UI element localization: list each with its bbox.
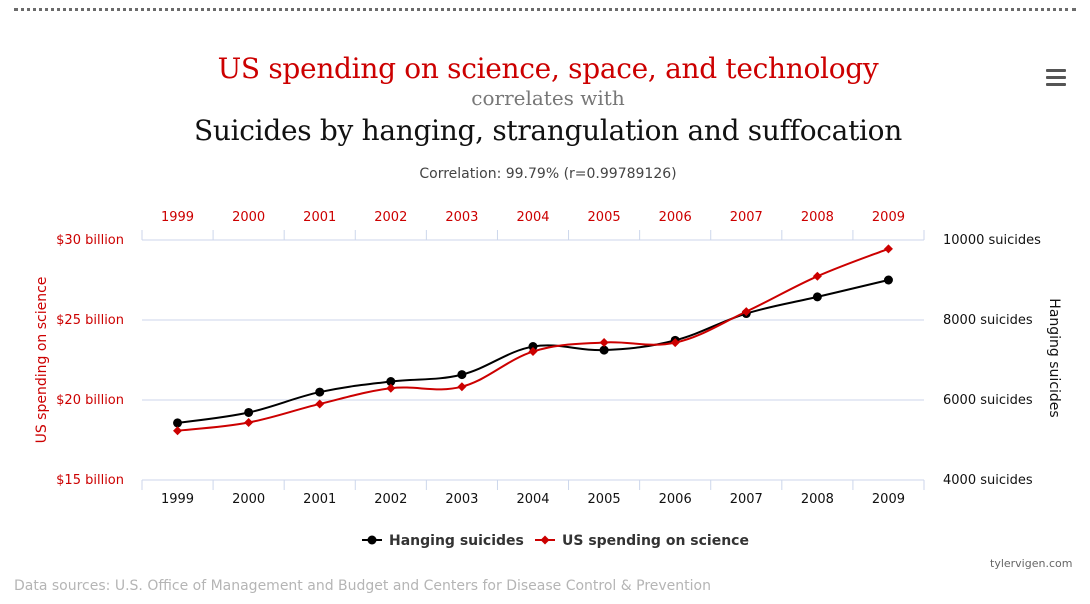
us-spending-series-line <box>177 247 889 432</box>
correlation-subtitle: Correlation: 99.79% (r=0.99789126) <box>419 166 677 182</box>
chart-title-connector: correlates with <box>471 86 625 110</box>
hamburger-icon-bar <box>1046 76 1066 79</box>
top-x-tick-label: 2000 <box>232 210 265 225</box>
hanging-suicides-point <box>528 342 538 352</box>
hamburger-icon <box>1046 69 1066 72</box>
legend-us-spending-marker <box>540 535 550 545</box>
bottom-x-tick-label: 2003 <box>445 492 478 507</box>
left-y-axis-title: US spending on science <box>34 277 50 444</box>
top-dotted-border <box>14 8 1076 11</box>
chart-menu-button[interactable] <box>1040 66 1072 90</box>
us-spending-point <box>386 383 396 393</box>
us-spending-point <box>173 426 183 436</box>
left-y-tick-label: $30 billion <box>56 233 124 248</box>
right-y-tick-label: 4000 suicides <box>943 473 1033 488</box>
hanging-suicides-point <box>457 370 467 380</box>
top-x-tick-label: 2005 <box>588 210 621 225</box>
bottom-x-tick-label: 1999 <box>161 492 194 507</box>
hanging-suicides-point <box>173 418 183 428</box>
chart-title-primary: US spending on science, space, and techn… <box>217 52 879 85</box>
top-x-tick-label: 2009 <box>872 210 905 225</box>
top-x-tick-label: 2007 <box>730 210 763 225</box>
us-spending-point <box>812 271 822 281</box>
left-y-tick-label: $20 billion <box>56 393 124 408</box>
left-y-tick-label: $15 billion <box>56 473 124 488</box>
top-x-tick-label: 2006 <box>659 210 692 225</box>
chart-title-secondary: Suicides by hanging, strangulation and s… <box>194 114 902 147</box>
hanging-suicides-point <box>244 407 254 417</box>
hanging-suicides-point <box>315 387 325 397</box>
us-spending-point <box>670 338 680 348</box>
data-sources-footer: Data sources: U.S. Office of Management … <box>14 578 711 594</box>
bottom-x-tick-label: 2001 <box>303 492 336 507</box>
top-x-tick-label: 2004 <box>516 210 549 225</box>
bottom-x-tick-label: 2007 <box>730 492 763 507</box>
us-spending-point <box>528 347 538 357</box>
us-spending-point <box>244 417 254 427</box>
bottom-x-tick-label: 2009 <box>872 492 905 507</box>
us-spending-point <box>741 307 751 317</box>
top-x-tick-label: 2008 <box>801 210 834 225</box>
hanging-suicides-point <box>812 292 822 302</box>
top-x-tick-label: 2002 <box>374 210 407 225</box>
hanging-suicides-point <box>883 275 893 285</box>
us-spending-point <box>883 244 893 254</box>
hamburger-icon-bar <box>1046 83 1066 86</box>
bottom-x-tick-label: 2002 <box>374 492 407 507</box>
top-x-tick-label: 2001 <box>303 210 336 225</box>
right-y-tick-label: 10000 suicides <box>943 233 1041 248</box>
hanging-suicides-point <box>386 377 396 387</box>
bottom-x-tick-label: 2005 <box>588 492 621 507</box>
legend-us-spending-label: US spending on science <box>562 533 749 549</box>
us-spending-point <box>457 382 467 392</box>
hanging-suicides-point <box>599 345 609 355</box>
legend-hanging-suicides-marker <box>367 535 377 545</box>
bottom-x-tick-label: 2004 <box>516 492 549 507</box>
right-y-tick-label: 6000 suicides <box>943 393 1033 408</box>
right-y-axis-title: Hanging suicides <box>1046 298 1062 417</box>
bottom-x-tick-label: 2000 <box>232 492 265 507</box>
top-x-tick-label: 2003 <box>445 210 478 225</box>
right-y-tick-label: 8000 suicides <box>943 313 1033 328</box>
left-y-tick-label: $25 billion <box>56 313 124 328</box>
bottom-x-tick-label: 2006 <box>659 492 692 507</box>
top-x-tick-label: 1999 <box>161 210 194 225</box>
us-spending-point <box>315 399 325 409</box>
us-spending-point <box>599 337 609 347</box>
bottom-x-tick-label: 2008 <box>801 492 834 507</box>
site-credit: tylervigen.com <box>990 557 1073 570</box>
legend-hanging-suicides-label: Hanging suicides <box>389 533 524 549</box>
